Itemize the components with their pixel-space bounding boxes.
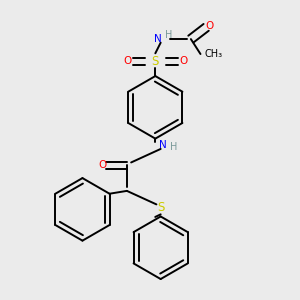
- Text: H: H: [170, 142, 178, 152]
- Text: S: S: [157, 201, 164, 214]
- Text: O: O: [179, 56, 187, 66]
- Text: H: H: [165, 30, 172, 40]
- Text: S: S: [152, 55, 159, 68]
- Text: O: O: [206, 21, 214, 31]
- Text: O: O: [124, 56, 132, 66]
- Text: CH₃: CH₃: [205, 49, 223, 59]
- Text: O: O: [98, 160, 106, 170]
- Text: N: N: [154, 34, 162, 44]
- Text: N: N: [159, 140, 167, 150]
